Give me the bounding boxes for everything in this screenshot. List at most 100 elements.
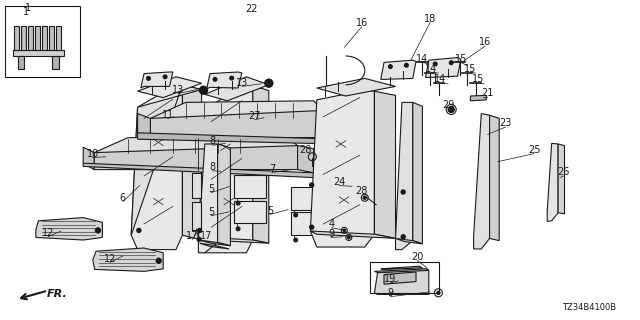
Text: 25: 25 [528, 145, 541, 155]
Circle shape [449, 61, 453, 65]
Polygon shape [141, 72, 173, 88]
Text: 5: 5 [208, 184, 214, 194]
Polygon shape [131, 85, 202, 235]
Polygon shape [490, 115, 499, 241]
Polygon shape [150, 110, 323, 138]
Text: 17: 17 [200, 231, 212, 241]
Polygon shape [52, 56, 59, 69]
Text: 23: 23 [499, 118, 512, 128]
Circle shape [310, 225, 314, 229]
Circle shape [401, 235, 405, 239]
Text: 15: 15 [463, 64, 476, 74]
Circle shape [95, 228, 100, 233]
Circle shape [236, 201, 240, 205]
Circle shape [137, 228, 141, 232]
Bar [370, 262, 439, 293]
Polygon shape [93, 248, 163, 271]
Polygon shape [36, 218, 102, 240]
Text: 7: 7 [269, 164, 275, 174]
Polygon shape [374, 269, 429, 273]
Polygon shape [35, 26, 40, 50]
Text: 18: 18 [424, 13, 436, 24]
Polygon shape [13, 50, 64, 56]
Text: 6: 6 [120, 193, 126, 203]
Circle shape [230, 76, 234, 80]
Polygon shape [192, 202, 201, 230]
Circle shape [343, 229, 346, 232]
Polygon shape [234, 201, 266, 223]
Text: 13: 13 [236, 77, 248, 88]
Text: 28: 28 [355, 186, 368, 196]
Text: 24: 24 [333, 177, 346, 187]
Polygon shape [310, 90, 374, 247]
Text: 22: 22 [245, 4, 258, 14]
Polygon shape [218, 144, 230, 246]
Circle shape [147, 76, 150, 80]
Polygon shape [317, 78, 396, 96]
Polygon shape [182, 85, 202, 240]
Text: 10: 10 [86, 148, 99, 159]
Circle shape [198, 228, 202, 232]
Polygon shape [56, 26, 61, 50]
Polygon shape [14, 26, 19, 50]
Polygon shape [207, 72, 242, 89]
Text: 9: 9 [328, 228, 335, 239]
Circle shape [433, 62, 437, 66]
Polygon shape [310, 231, 396, 238]
Circle shape [156, 258, 161, 263]
Polygon shape [150, 101, 323, 123]
Circle shape [197, 237, 201, 241]
Polygon shape [200, 243, 229, 249]
Text: 8: 8 [209, 136, 216, 147]
Polygon shape [205, 77, 269, 101]
Polygon shape [42, 26, 47, 50]
Circle shape [265, 79, 273, 87]
Polygon shape [396, 102, 413, 250]
Polygon shape [83, 163, 314, 178]
Polygon shape [426, 58, 461, 77]
Polygon shape [547, 143, 558, 221]
Circle shape [213, 77, 217, 81]
Polygon shape [138, 133, 336, 144]
Circle shape [310, 183, 314, 187]
Text: 29: 29 [442, 100, 454, 110]
Polygon shape [138, 77, 202, 98]
Polygon shape [94, 146, 298, 170]
Text: FR.: FR. [47, 289, 68, 300]
Text: 19: 19 [384, 274, 397, 284]
Circle shape [448, 107, 454, 112]
Polygon shape [198, 144, 218, 253]
Text: 4: 4 [328, 219, 335, 229]
Circle shape [200, 86, 207, 94]
Text: 5: 5 [208, 207, 214, 217]
Text: 21: 21 [481, 88, 494, 99]
Bar [5, 6, 80, 77]
Text: 17: 17 [186, 231, 198, 241]
Polygon shape [381, 60, 416, 79]
Polygon shape [49, 26, 54, 50]
Text: 16: 16 [479, 37, 492, 47]
Circle shape [163, 75, 167, 79]
Polygon shape [192, 173, 201, 198]
Text: 20: 20 [411, 252, 424, 262]
Polygon shape [558, 144, 564, 214]
Text: 14: 14 [425, 64, 438, 74]
Circle shape [388, 65, 392, 68]
Polygon shape [28, 26, 33, 50]
Circle shape [236, 227, 240, 231]
Circle shape [401, 190, 405, 194]
Polygon shape [298, 146, 314, 173]
Text: 9: 9 [387, 288, 394, 298]
Circle shape [364, 196, 366, 199]
Polygon shape [94, 138, 298, 159]
Text: 16: 16 [355, 18, 368, 28]
Text: 27: 27 [248, 111, 261, 121]
Polygon shape [381, 266, 422, 269]
Text: 14: 14 [416, 53, 429, 64]
Text: 13: 13 [172, 84, 184, 95]
Text: 15: 15 [472, 74, 484, 84]
Polygon shape [323, 110, 336, 139]
Text: 28: 28 [300, 145, 312, 155]
Polygon shape [413, 102, 422, 244]
Circle shape [294, 213, 298, 217]
